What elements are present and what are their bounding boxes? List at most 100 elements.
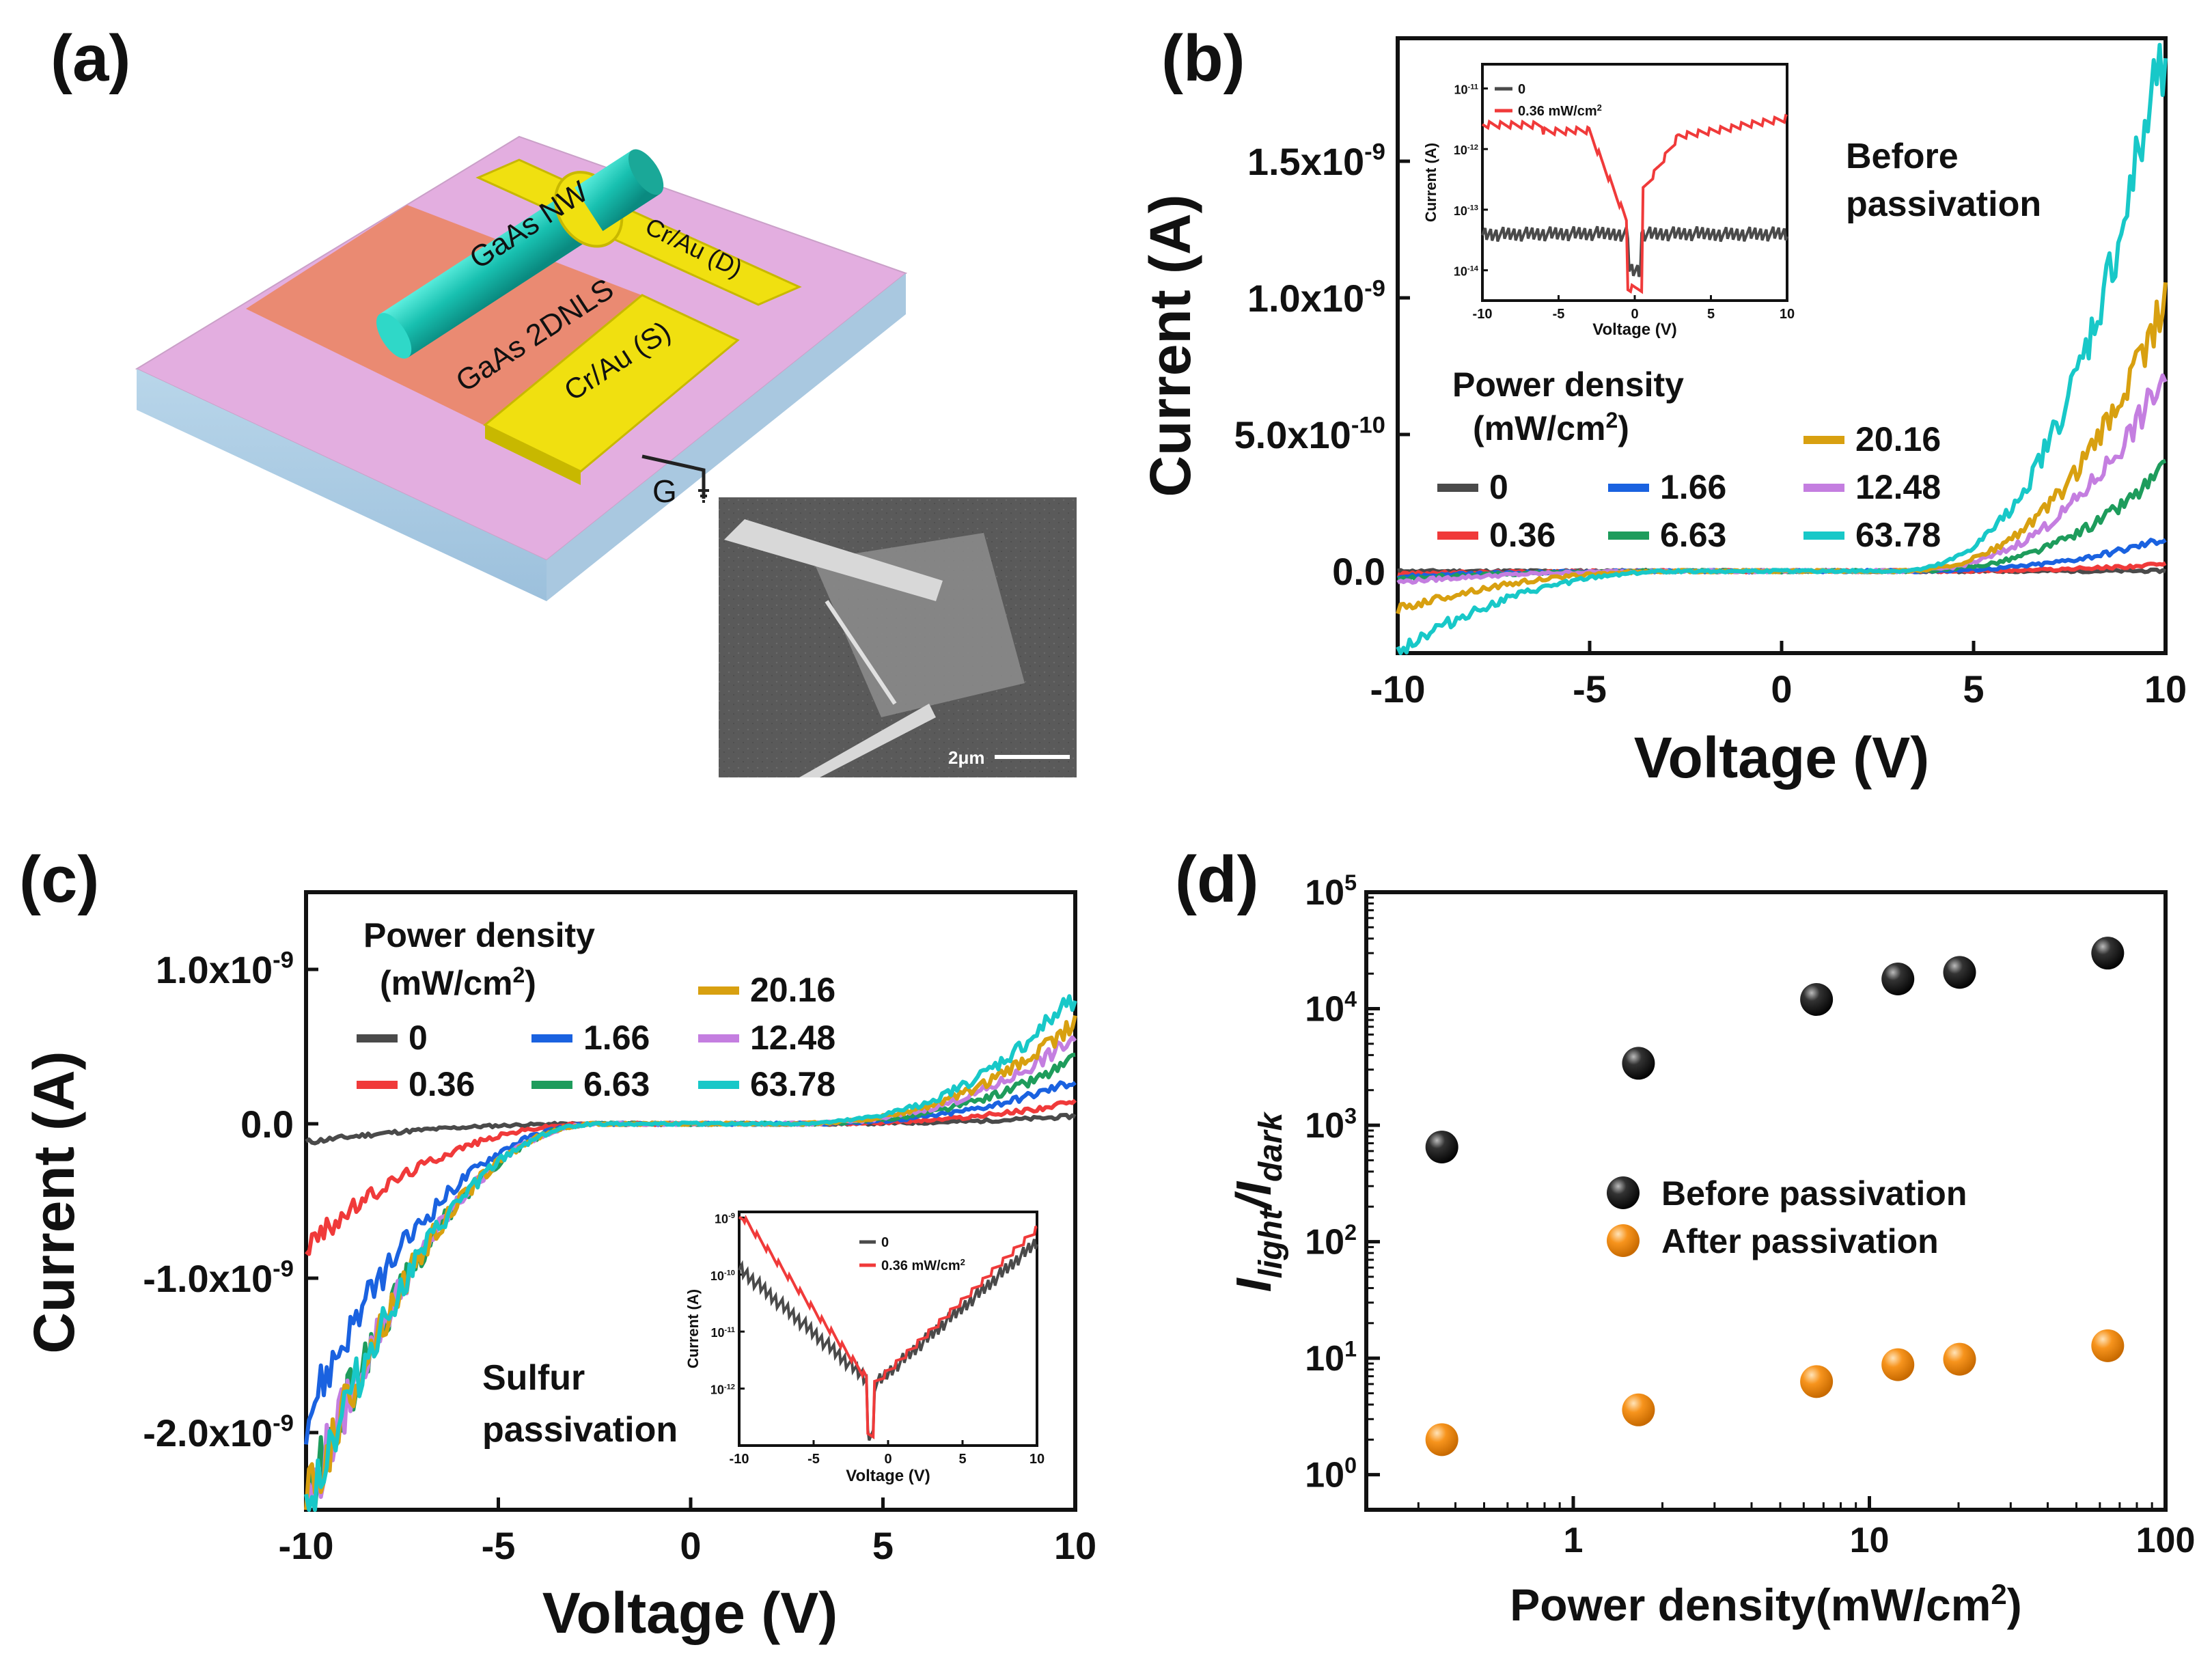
sem-electrode-bottom	[799, 704, 936, 777]
inset-y-tick-label-text: 10	[710, 1269, 724, 1283]
inset-y-tick-label-exp: -14	[1467, 264, 1479, 273]
x-tick-label-text: 0	[1771, 667, 1792, 710]
panel-c: (c) -10 -5 0 5 10-2.0x10-9-1.0x10-90.01.0x10…	[19, 843, 1096, 1645]
x-tick-label: 5	[1963, 667, 1984, 710]
legend-label-0: 0	[1489, 468, 1508, 506]
plot-c-inset-legend-0: 0	[881, 1235, 889, 1250]
x-tick-label: -5	[1573, 667, 1607, 710]
y-tick-label-exp: 0	[1344, 1453, 1357, 1478]
sem-electrode-top	[724, 519, 943, 601]
y-tick-label-text: 1.0x10	[1247, 277, 1364, 320]
inset-y-tick-label: 10-13	[1454, 204, 1478, 218]
x-tick-label-text: -10	[1370, 667, 1426, 710]
plot-b-ylabel: Current (A)	[1138, 194, 1202, 497]
legend-label-20.16: 20.16	[750, 971, 835, 1009]
inset-y-tick-label-text: 10	[1454, 143, 1467, 157]
panel-label-b: (b)	[1161, 22, 1245, 95]
inset-y-tick-label-exp: -12	[724, 1383, 735, 1391]
inset-x-tick-label: 5	[958, 1452, 966, 1467]
x-tick-label-text: 100	[2136, 1521, 2196, 1560]
y-tick-label-text: -1.0x10	[143, 1257, 273, 1300]
y-tick-label-text: 10	[1305, 873, 1344, 913]
panel-label-a: (a)	[51, 22, 130, 95]
inset-y-tick-label-text: 10	[710, 1383, 724, 1397]
y-tick-label: 104	[1305, 987, 1357, 1030]
gate-label: G	[652, 473, 677, 509]
substrate-right-face	[547, 273, 906, 601]
legend-label-6.63: 6.63	[583, 1065, 650, 1103]
plot-d-legend-marker-after	[1607, 1224, 1640, 1257]
x-tick-label-text: 1	[1564, 1521, 1584, 1560]
panel-label-d: (d)	[1175, 843, 1259, 916]
plot-c-inset-series-0	[738, 1239, 1038, 1441]
inset-x-tick-label-text: 0	[1631, 307, 1638, 322]
inset-x-tick-label: -5	[807, 1452, 820, 1467]
y-tick-label: 100	[1305, 1453, 1357, 1495]
panel-label-c: (c)	[19, 843, 99, 916]
inset-y-tick-label-exp: -11	[724, 1326, 735, 1334]
point-after-1	[1622, 1393, 1655, 1426]
x-tick-label-text: -5	[1573, 667, 1607, 710]
y-tick-label: 0.0	[1332, 550, 1385, 593]
plot-c-ticks: -10 -5 0 5 10-2.0x10-9-1.0x10-90.01.0x10-9	[143, 948, 1096, 1567]
inset-x-tick-label-text: 0	[884, 1452, 891, 1467]
y-tick-label: 101	[1305, 1336, 1357, 1379]
legend-label-1.66: 1.66	[1660, 468, 1726, 506]
x-tick-label: -5	[482, 1524, 516, 1567]
inset-y-tick-label-text: 10	[715, 1212, 728, 1226]
panel-b: (b) -10 -5 0 5 100.05.0x10-101.0x10-91.5x10-…	[1138, 22, 2187, 790]
sem-nanowire	[825, 600, 897, 705]
y-tick-label-text: 10	[1305, 1339, 1344, 1379]
y-tick-label-exp: 5	[1344, 870, 1357, 895]
y-tick-label: -1.0x10-9	[143, 1256, 294, 1300]
legend-label-12.48: 12.48	[1855, 468, 1941, 506]
inset-x-tick-label-text: -10	[730, 1452, 749, 1467]
x-tick-label: 10	[1850, 1521, 1890, 1560]
inset-x-tick-label-text: 5	[1707, 307, 1715, 322]
y-tick-label-exp: -9	[1364, 276, 1385, 302]
plot-c-legend-title1: Power density	[363, 916, 595, 954]
inset-y-tick-label-exp: -12	[1467, 143, 1478, 152]
y-tick-label-exp: -9	[273, 948, 294, 973]
point-after-3	[1881, 1348, 1915, 1381]
legend-label-63.78: 63.78	[750, 1065, 835, 1103]
inset-x-tick-label: 0	[1631, 307, 1638, 322]
x-tick-label-text: -5	[482, 1524, 516, 1567]
y-tick-label-exp: 3	[1344, 1103, 1357, 1128]
legend-label-12.48: 12.48	[750, 1019, 835, 1057]
plot-b-inset-series-0	[1481, 225, 1788, 277]
inset-x-tick-label-text: -10	[1473, 307, 1493, 322]
plot-c-ylabel: Current (A)	[22, 1051, 86, 1353]
x-tick-label: 10	[1054, 1524, 1096, 1567]
inset-y-tick-label: 10-11	[1454, 83, 1478, 96]
y-tick-label-text: 10	[1305, 1456, 1344, 1495]
inset-y-tick-label-exp: -9	[728, 1212, 735, 1220]
series-63.78	[304, 994, 1077, 1512]
y-tick-label-text: 10	[1305, 1223, 1344, 1262]
x-tick-label-text: -10	[279, 1524, 334, 1567]
plot-c-xlabel: Voltage (V)	[542, 1581, 838, 1645]
point-before-2	[1800, 983, 1834, 1017]
x-tick-label: -10	[279, 1524, 334, 1567]
plot-d-xlabel: Power density(mW/cm2)	[1510, 1578, 2022, 1630]
plot-b-legend-title2: (mW/cm2)	[1473, 408, 1629, 447]
plot-b-ticks: -10 -5 0 5 100.05.0x10-101.0x10-91.5x10-9	[1234, 139, 2187, 710]
inset-y-tick-label-text: 10	[1454, 83, 1467, 96]
y-tick-label: 1.5x10-9	[1247, 139, 1385, 183]
panel-a: (a) G GaAs NW	[51, 22, 1077, 777]
plot-b-inset-legend-036: 0.36 mW/cm2	[1518, 102, 1602, 119]
plot-b-inset-frame	[1481, 63, 1788, 302]
y-tick-label-text: 1.0x10	[156, 948, 273, 991]
inset-y-tick-label-text: 10	[1454, 265, 1467, 279]
x-tick-label: 0	[680, 1524, 701, 1567]
plot-c-series	[304, 994, 1077, 1512]
y-tick-label-text: -2.0x10	[143, 1411, 273, 1454]
plot-b-annotation-line2: passivation	[1846, 184, 2041, 224]
x-tick-label: 100	[2136, 1521, 2196, 1560]
plot-b-inset-legend-0: 0	[1518, 82, 1525, 97]
